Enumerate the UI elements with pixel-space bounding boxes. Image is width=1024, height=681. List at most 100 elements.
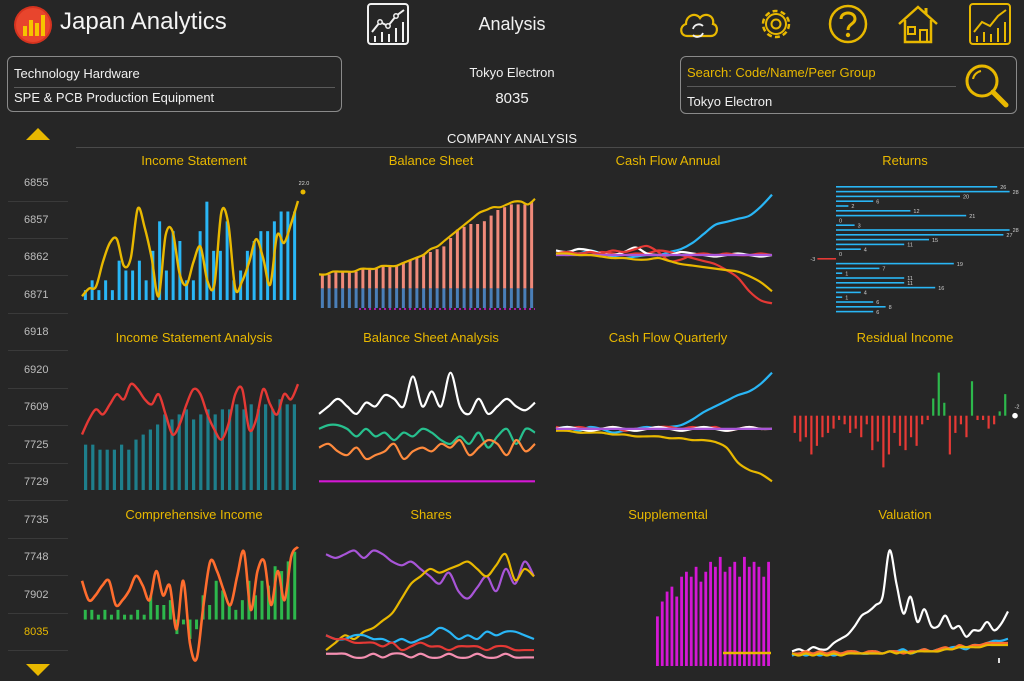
income-analysis-bar [134, 439, 138, 490]
settings-gear-icon[interactable] [754, 2, 798, 46]
income-analysis-bar [228, 409, 232, 490]
supplemental-chart[interactable] [655, 542, 773, 670]
residual-income-bar [832, 415, 835, 429]
code-list-item-selected[interactable]: 8035 [8, 614, 68, 651]
analysis-icon[interactable] [968, 2, 1012, 46]
balance-bar-liabilities [455, 229, 459, 289]
comprehensive-income-bar [208, 605, 212, 620]
returns-chart[interactable]: 262820621221032827151140-319711111164168… [810, 183, 1020, 317]
returns-value-label: 12 [913, 209, 919, 215]
balance-bar-liabilities [361, 268, 365, 289]
residual-income-bar [871, 415, 874, 451]
supplemental-bar [762, 576, 766, 666]
panel-title-returns[interactable]: Returns [882, 153, 928, 168]
code-list-item[interactable]: 6855 [8, 165, 68, 202]
analysis-title: COMPANY ANALYSIS [446, 131, 578, 146]
supplemental-bar [694, 566, 698, 666]
income-analysis-bar [285, 404, 289, 490]
supplemental-bar [665, 591, 669, 666]
code-list-item[interactable]: 6920 [8, 352, 68, 389]
returns-value-label: 1 [845, 295, 848, 301]
returns-bar [836, 190, 1010, 193]
residual-income-bar [810, 415, 813, 455]
balance-bar-liabilities [516, 204, 520, 289]
scroll-down-arrow-icon[interactable] [26, 662, 50, 676]
income-analysis-bar [249, 404, 253, 490]
chart-icon[interactable] [366, 2, 410, 46]
shares-line [325, 634, 534, 652]
code-list-item[interactable]: 7609 [8, 389, 68, 426]
panel-title-residual-income[interactable]: Residual Income [856, 330, 954, 345]
balance-bar-equity [523, 288, 527, 308]
code-list-item[interactable]: 6871 [8, 277, 68, 314]
residual-income-bar [799, 415, 802, 442]
supplemental-bar [752, 561, 756, 666]
income-analysis-bar [98, 449, 102, 490]
code-list-item[interactable]: 7748 [8, 539, 68, 576]
cash-flow-annual-chart[interactable] [555, 186, 774, 314]
supplemental-bar [714, 566, 717, 666]
balance-sheet-analysis-chart[interactable] [318, 364, 537, 492]
returns-value-label: 27 [1006, 233, 1012, 239]
balance-bar-liabilities [476, 224, 480, 289]
comprehensive-income-bar [162, 605, 166, 620]
help-icon[interactable] [826, 2, 870, 46]
panel-title-balance-sheet-analysis[interactable]: Balance Sheet Analysis [363, 330, 499, 345]
code-list-item[interactable]: 6918 [8, 314, 68, 351]
residual-income-bar [876, 415, 879, 442]
balance-bar-equity [516, 288, 520, 308]
supplemental-bar [709, 561, 712, 666]
panel-title-comprehensive-income[interactable]: Comprehensive Income [125, 507, 263, 522]
code-list-item[interactable]: 7729 [8, 464, 68, 501]
balance-sheet-chart[interactable] [318, 182, 537, 312]
comprehensive-income-bar [149, 595, 153, 620]
comprehensive-income-chart[interactable] [80, 542, 304, 670]
supplemental-bar [680, 576, 683, 666]
search-box[interactable]: Search: Code/Name/Peer Group Tokyo Elect… [680, 56, 1017, 114]
cloud-sync-icon[interactable] [676, 2, 720, 46]
residual-income-bar [965, 415, 968, 438]
code-list-item[interactable]: 7735 [8, 502, 68, 539]
comprehensive-income-bar [234, 609, 238, 620]
income-bar [124, 270, 128, 300]
income-analysis-bar [271, 409, 275, 490]
residual-income-bar [882, 415, 885, 468]
valuation-chart[interactable] [791, 542, 1016, 670]
panel-title-income-statement[interactable]: Income Statement [141, 153, 247, 168]
panel-title-valuation[interactable]: Valuation [878, 507, 932, 522]
balance-bar-liabilities [374, 268, 378, 289]
panel-title-supplemental[interactable]: Supplemental [628, 507, 708, 522]
returns-bar [836, 200, 874, 202]
comprehensive-income-bar [116, 609, 120, 620]
residual-income-bar [893, 415, 896, 433]
income-analysis-bar [148, 429, 152, 490]
code-list-item[interactable]: 6857 [8, 202, 68, 239]
shares-chart[interactable] [325, 542, 536, 670]
income-statement-analysis-chart[interactable] [80, 364, 304, 492]
residual-income-bar [976, 415, 979, 420]
comprehensive-income-bar [168, 600, 172, 620]
panel-title-cash-flow-annual[interactable]: Cash Flow Annual [615, 153, 721, 168]
income-statement-chart[interactable]: 22.0 [81, 181, 309, 318]
residual-income-bar [860, 415, 863, 438]
app-title: Japan Analytics [60, 8, 227, 35]
code-list-item[interactable]: 7902 [8, 577, 68, 614]
search-placeholder[interactable]: Search: Code/Name/Peer Group [687, 65, 876, 80]
code-list-item[interactable]: 7725 [8, 427, 68, 464]
comprehensive-income-bar [129, 614, 133, 620]
residual-income-bar [849, 415, 852, 433]
income-bar [97, 290, 101, 300]
scroll-up-arrow-icon[interactable] [26, 128, 50, 142]
panel-title-income-statement-analysis[interactable]: Income Statement Analysis [115, 330, 273, 345]
panel-title-cash-flow-quarterly[interactable]: Cash Flow Quarterly [608, 330, 728, 345]
search-icon[interactable] [962, 61, 1012, 111]
search-input[interactable]: Tokyo Electron [687, 94, 773, 109]
home-icon[interactable] [896, 2, 940, 46]
residual-income-chart[interactable]: -2 [792, 364, 1022, 476]
cash-flow-quarterly-chart[interactable] [555, 364, 774, 492]
returns-value-label: -3 [810, 257, 815, 263]
panel-title-shares[interactable]: Shares [410, 507, 452, 522]
panel-title-balance-sheet[interactable]: Balance Sheet [388, 153, 474, 168]
code-list-item[interactable]: 6862 [8, 239, 68, 276]
returns-value-label: 8 [889, 305, 892, 311]
